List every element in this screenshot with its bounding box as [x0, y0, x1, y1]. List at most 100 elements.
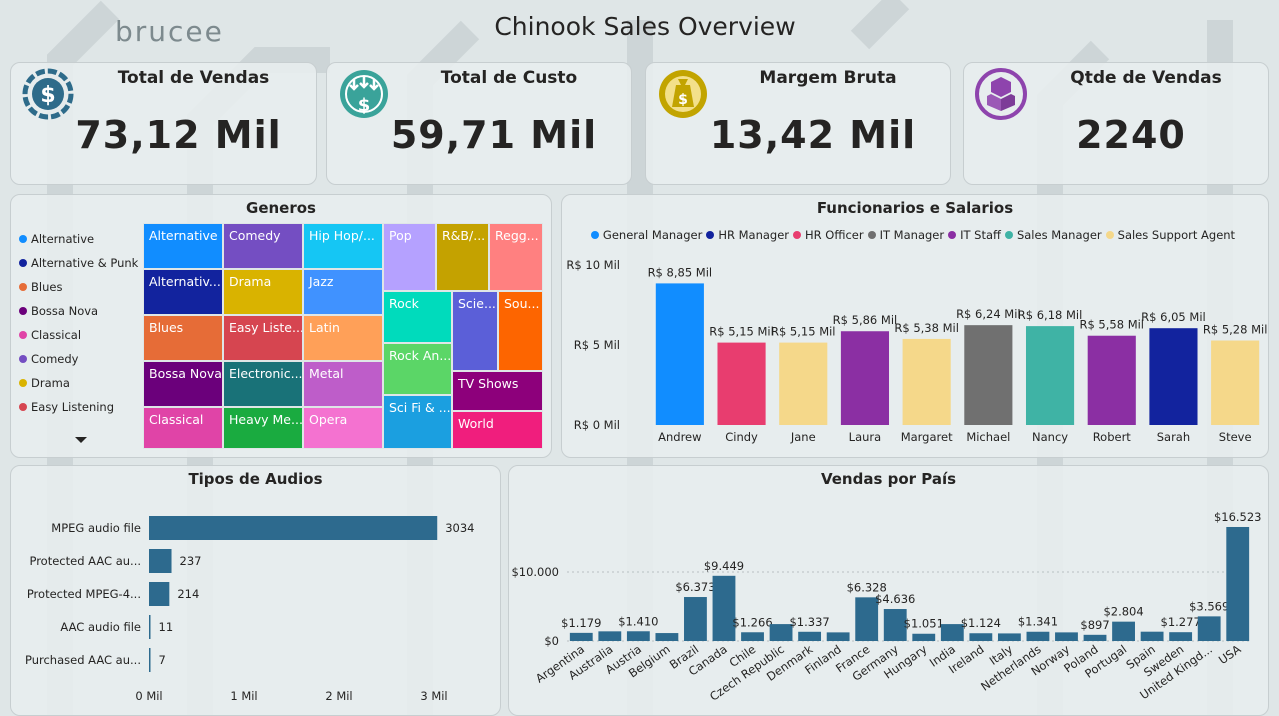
- treemap-cell[interactable]: Classical: [143, 407, 223, 449]
- bar[interactable]: [1169, 632, 1193, 641]
- treemap-cell[interactable]: TV Shows: [452, 371, 543, 411]
- bar[interactable]: [1087, 335, 1136, 425]
- data-label: 214: [177, 587, 199, 601]
- treemap-cell[interactable]: Regg...: [489, 223, 543, 291]
- bar[interactable]: [626, 631, 650, 641]
- legend-item[interactable]: Drama: [19, 371, 138, 395]
- treemap-cell[interactable]: R&B/...: [436, 223, 489, 291]
- legend-item[interactable]: Sales Support Agent: [1105, 228, 1236, 242]
- legend-item[interactable]: HR Manager: [706, 228, 789, 242]
- treemap-cell[interactable]: Alternative: [143, 223, 223, 269]
- treemap-cell[interactable]: Metal: [303, 361, 383, 407]
- x-tick-label: Jane: [790, 430, 816, 444]
- bar[interactable]: [684, 597, 707, 641]
- legend-item[interactable]: Bossa Nova: [19, 299, 138, 323]
- legend-item[interactable]: Classical: [19, 323, 138, 347]
- y-tick-label: AAC audio file: [60, 620, 141, 634]
- bar[interactable]: [769, 624, 793, 641]
- treemap-cell[interactable]: Electronic...: [223, 361, 303, 407]
- legend-item[interactable]: Alternative: [19, 227, 138, 251]
- bar[interactable]: [940, 624, 964, 641]
- legend-item[interactable]: IT Staff: [948, 228, 1001, 242]
- bar[interactable]: [1112, 621, 1135, 641]
- bar[interactable]: [1197, 616, 1221, 641]
- legend-item[interactable]: IT Manager: [867, 228, 944, 242]
- legend-item[interactable]: Easy Listening: [19, 395, 138, 419]
- treemap-cell[interactable]: Blues: [143, 315, 223, 361]
- legend-more-arrow-icon[interactable]: [75, 437, 87, 443]
- kpi-card-total-vendas: $ Total de Vendas 73,12 Mil: [10, 62, 317, 185]
- bar[interactable]: [902, 338, 951, 425]
- bar[interactable]: [149, 582, 170, 606]
- y-tick-label: Protected AAC au...: [29, 554, 141, 568]
- kpi-label: Qtde de Vendas: [1070, 68, 1222, 88]
- bar[interactable]: [969, 633, 993, 641]
- bar[interactable]: [1226, 526, 1250, 641]
- bar[interactable]: [1083, 634, 1107, 641]
- bar[interactable]: [779, 342, 828, 425]
- bar[interactable]: [1149, 328, 1198, 425]
- bar[interactable]: [883, 609, 907, 641]
- y-tick-label: R$ 10 Mil: [566, 258, 620, 272]
- bar[interactable]: [149, 615, 151, 639]
- legend-item[interactable]: Blues: [19, 275, 138, 299]
- x-tick-label: Andrew: [658, 430, 701, 444]
- kpi-label: Margem Bruta: [759, 68, 897, 88]
- data-label: $1.051: [904, 617, 944, 631]
- bar[interactable]: [1140, 631, 1164, 641]
- legend-item[interactable]: Sales Manager: [1004, 228, 1102, 242]
- treemap-cell[interactable]: Alternativ...: [143, 269, 223, 315]
- treemap-cell[interactable]: Rock An...: [383, 343, 452, 395]
- bar[interactable]: [997, 633, 1021, 641]
- legend-item[interactable]: Comedy: [19, 347, 138, 371]
- x-tick-label: 0 Mil: [135, 689, 162, 703]
- treemap-cell[interactable]: Comedy: [223, 223, 303, 269]
- data-label: R$ 5,15 Mil: [709, 325, 774, 339]
- legend-dot-icon: [19, 331, 27, 339]
- dollar-coin-icon: $: [22, 68, 74, 120]
- legend-item[interactable]: HR Officer: [793, 228, 864, 242]
- treemap-cell[interactable]: Scie...: [452, 291, 498, 371]
- bar[interactable]: [149, 549, 172, 573]
- treemap-cell[interactable]: Sci Fi & ...: [383, 395, 452, 449]
- treemap-cell[interactable]: World: [452, 411, 543, 449]
- treemap-cell[interactable]: Pop: [383, 223, 436, 291]
- bar[interactable]: [826, 632, 850, 641]
- treemap-cell[interactable]: Easy Liste...: [223, 315, 303, 361]
- bar[interactable]: [798, 631, 822, 641]
- y-tick-label: $10.000: [511, 565, 559, 579]
- bar[interactable]: [964, 325, 1013, 425]
- treemap-cell[interactable]: Latin: [303, 315, 383, 361]
- bar[interactable]: [1025, 326, 1075, 425]
- treemap-cell[interactable]: Bossa Nova: [143, 361, 223, 407]
- data-label: 7: [159, 653, 166, 667]
- treemap-cell[interactable]: Jazz: [303, 269, 383, 315]
- bar[interactable]: [855, 597, 879, 641]
- treemap-cell[interactable]: Opera: [303, 407, 383, 449]
- bar[interactable]: [840, 331, 890, 425]
- bar[interactable]: [149, 648, 151, 672]
- legend-item[interactable]: General Manager: [590, 228, 702, 242]
- bar[interactable]: [569, 632, 593, 641]
- bar[interactable]: [655, 283, 704, 425]
- bar[interactable]: [149, 516, 438, 540]
- bar[interactable]: [655, 633, 679, 641]
- legend-label: Sales Support Agent: [1117, 228, 1236, 242]
- legend-item[interactable]: Alternative & Punk: [19, 251, 138, 275]
- data-label: R$ 5,38 Mil: [894, 321, 959, 335]
- treemap-cell[interactable]: Sou...: [498, 291, 543, 371]
- bar[interactable]: [1055, 632, 1078, 641]
- bar[interactable]: [1211, 340, 1260, 425]
- bar[interactable]: [741, 632, 764, 641]
- treemap-cell[interactable]: Drama: [223, 269, 303, 315]
- treemap-cell[interactable]: Heavy Me...: [223, 407, 303, 449]
- data-label: $6.373: [675, 580, 715, 594]
- treemap-cell[interactable]: Hip Hop/...: [303, 223, 383, 269]
- kpi-label: Total de Custo: [440, 68, 578, 88]
- bar[interactable]: [1026, 631, 1050, 641]
- bar[interactable]: [598, 631, 622, 641]
- bar[interactable]: [912, 633, 936, 641]
- bar[interactable]: [717, 342, 766, 425]
- bar[interactable]: [712, 575, 736, 641]
- treemap-cell[interactable]: Rock: [383, 291, 452, 343]
